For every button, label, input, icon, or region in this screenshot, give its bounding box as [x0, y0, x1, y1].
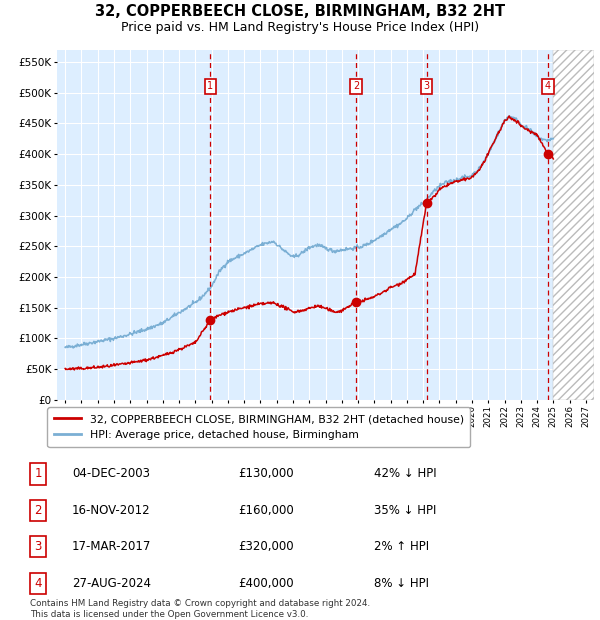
Text: 8% ↓ HPI: 8% ↓ HPI	[374, 577, 428, 590]
Text: 42% ↓ HPI: 42% ↓ HPI	[374, 467, 436, 481]
Text: 4: 4	[545, 81, 551, 91]
Bar	[553, 50, 594, 400]
Text: £400,000: £400,000	[238, 577, 294, 590]
Text: Price paid vs. HM Land Registry's House Price Index (HPI): Price paid vs. HM Land Registry's House …	[121, 21, 479, 34]
Legend: 32, COPPERBEECH CLOSE, BIRMINGHAM, B32 2HT (detached house), HPI: Average price,: 32, COPPERBEECH CLOSE, BIRMINGHAM, B32 2…	[47, 407, 470, 447]
Text: 16-NOV-2012: 16-NOV-2012	[72, 504, 151, 517]
Text: 1: 1	[207, 81, 214, 91]
Text: 27-AUG-2024: 27-AUG-2024	[72, 577, 151, 590]
Text: Contains HM Land Registry data © Crown copyright and database right 2024.
This d: Contains HM Land Registry data © Crown c…	[30, 600, 370, 619]
Text: 2: 2	[34, 504, 42, 517]
Text: 2: 2	[353, 81, 359, 91]
Text: 04-DEC-2003: 04-DEC-2003	[72, 467, 150, 481]
Text: 1: 1	[34, 467, 42, 481]
Text: 35% ↓ HPI: 35% ↓ HPI	[374, 504, 436, 517]
Text: 3: 3	[34, 540, 42, 553]
Text: £130,000: £130,000	[238, 467, 294, 481]
Text: 17-MAR-2017: 17-MAR-2017	[72, 540, 151, 553]
Text: 3: 3	[424, 81, 430, 91]
Text: 4: 4	[34, 577, 42, 590]
Text: £160,000: £160,000	[238, 504, 294, 517]
Text: £320,000: £320,000	[238, 540, 294, 553]
Text: 32, COPPERBEECH CLOSE, BIRMINGHAM, B32 2HT: 32, COPPERBEECH CLOSE, BIRMINGHAM, B32 2…	[95, 4, 505, 19]
Text: 2% ↑ HPI: 2% ↑ HPI	[374, 540, 429, 553]
